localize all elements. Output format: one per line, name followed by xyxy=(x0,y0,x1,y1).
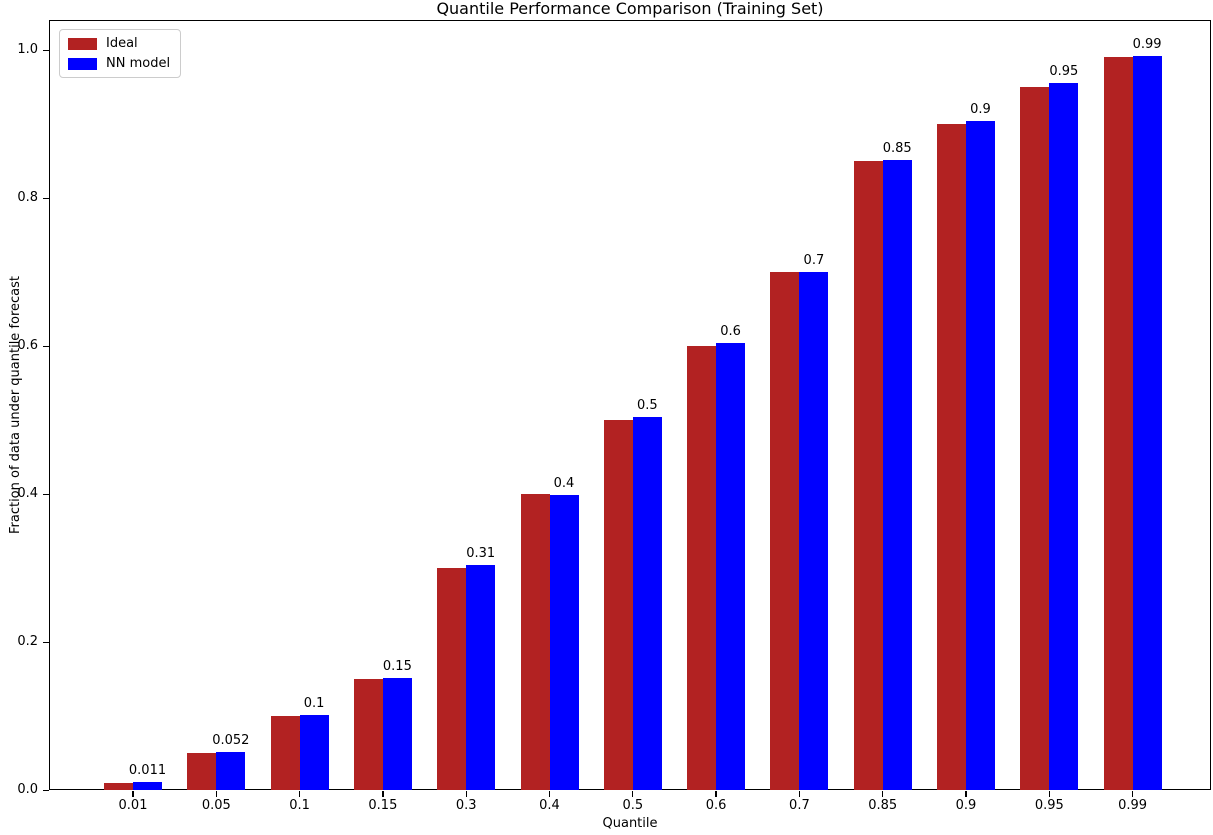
y-tick-mark xyxy=(43,345,49,347)
x-tick-mark xyxy=(1131,791,1134,797)
bar-ideal xyxy=(853,161,883,790)
x-tick-mark xyxy=(548,791,551,797)
x-tick-label: 0.4 xyxy=(539,798,560,813)
bar-nn-model xyxy=(882,160,912,790)
y-tick-label: 0.8 xyxy=(17,190,38,205)
y-tick-mark xyxy=(43,789,49,791)
bar-value-label: 0.052 xyxy=(212,732,250,748)
legend: Ideal NN model xyxy=(59,29,182,78)
bar-value-label: 0.31 xyxy=(466,546,496,562)
bar-nn-model xyxy=(966,121,995,790)
x-tick-label: 0.9 xyxy=(955,798,977,813)
legend-label-ideal: Ideal xyxy=(106,36,138,51)
bar-ideal xyxy=(353,679,383,790)
y-tick-label: 0.2 xyxy=(17,634,38,649)
bar-value-label: 0.6 xyxy=(720,324,741,340)
y-tick-mark xyxy=(43,641,49,643)
x-axis-label: Quantile xyxy=(602,816,658,831)
legend-entry-nn-model: NN model xyxy=(68,56,170,71)
x-tick-mark xyxy=(1048,791,1050,797)
bar-value-label: 0.9 xyxy=(970,102,991,118)
x-tick-mark xyxy=(632,791,634,797)
bar-nn-model xyxy=(549,495,579,790)
bar-nn-model xyxy=(216,751,246,790)
bar-nn-model xyxy=(799,272,829,790)
legend-swatch-nn-model xyxy=(68,57,97,70)
x-tick-mark xyxy=(965,791,967,797)
bar-nn-model xyxy=(1132,55,1162,790)
bar-ideal xyxy=(270,716,300,790)
plot-area: 0.011 0.052 0.1 0.15 0.31 0.4 0.5 0.6 0.7 0.85 0.9… xyxy=(49,20,1211,790)
x-tick-mark xyxy=(882,791,884,797)
x-tick-label: 0.5 xyxy=(622,798,644,813)
bar-value-label: 0.7 xyxy=(803,253,825,268)
x-tick-label: 0.3 xyxy=(455,798,477,813)
bar-value-label: 0.4 xyxy=(553,476,575,492)
bar-value-label: 0.85 xyxy=(882,141,912,157)
bar-nn-model xyxy=(299,715,329,790)
x-tick-mark xyxy=(798,791,801,797)
legend-label-nn-model: NN model xyxy=(106,56,171,71)
bar-ideal xyxy=(1020,87,1050,790)
y-tick-label: 0.4 xyxy=(17,486,38,501)
bar-ideal xyxy=(770,272,800,790)
y-tick-mark xyxy=(43,49,49,51)
bar-ideal xyxy=(187,753,217,790)
x-tick-label: 0.1 xyxy=(289,798,310,813)
bar-ideal xyxy=(687,346,717,790)
x-tick-label: 0.95 xyxy=(1034,798,1064,813)
bar-value-label: 0.99 xyxy=(1132,36,1162,52)
bar-nn-model xyxy=(382,678,412,790)
bar-ideal xyxy=(1103,57,1133,790)
chart-title: Quantile Performance Comparison (Trainin… xyxy=(436,0,824,18)
bar-ideal xyxy=(437,568,467,790)
x-tick-mark xyxy=(382,791,384,797)
y-axis-label: Fraction of data under quantile forecast xyxy=(8,275,23,535)
y-tick-label: 1.0 xyxy=(17,42,38,57)
x-tick-label: 0.99 xyxy=(1118,798,1148,813)
y-tick-mark xyxy=(43,197,49,199)
bar-ideal xyxy=(603,420,633,790)
x-tick-label: 0.85 xyxy=(868,798,898,813)
bar-value-label: 0.011 xyxy=(128,762,167,778)
x-tick-mark xyxy=(132,791,134,797)
bar-nn-model xyxy=(1049,83,1079,790)
y-tick-mark xyxy=(43,493,49,495)
bar-ideal xyxy=(937,124,966,790)
bar-value-label: 0.15 xyxy=(382,659,412,675)
bar-nn-model xyxy=(716,343,746,790)
bar-nn-model xyxy=(632,417,662,790)
x-tick-label: 0.7 xyxy=(789,798,810,813)
y-tick-label: 0.6 xyxy=(17,338,38,353)
x-tick-label: 0.6 xyxy=(705,798,727,813)
bar-value-label: 0.5 xyxy=(636,398,658,414)
x-tick-mark xyxy=(215,791,217,797)
legend-entry-ideal: Ideal xyxy=(68,36,170,51)
bar-nn-model xyxy=(133,781,162,790)
bar-nn-model xyxy=(466,565,496,790)
bar-value-label: 0.1 xyxy=(303,696,325,712)
bar-value-label: 0.95 xyxy=(1049,64,1079,80)
x-tick-label: 0.15 xyxy=(368,798,398,813)
x-tick-label: 0.05 xyxy=(201,798,231,813)
x-tick-mark xyxy=(715,791,717,797)
x-tick-mark xyxy=(298,791,301,797)
legend-swatch-ideal xyxy=(68,37,97,50)
bar-ideal xyxy=(104,782,133,790)
x-tick-mark xyxy=(465,791,467,797)
x-tick-label: 0.01 xyxy=(118,798,148,813)
y-tick-label: 0.0 xyxy=(17,782,38,797)
bar-ideal xyxy=(520,494,550,790)
